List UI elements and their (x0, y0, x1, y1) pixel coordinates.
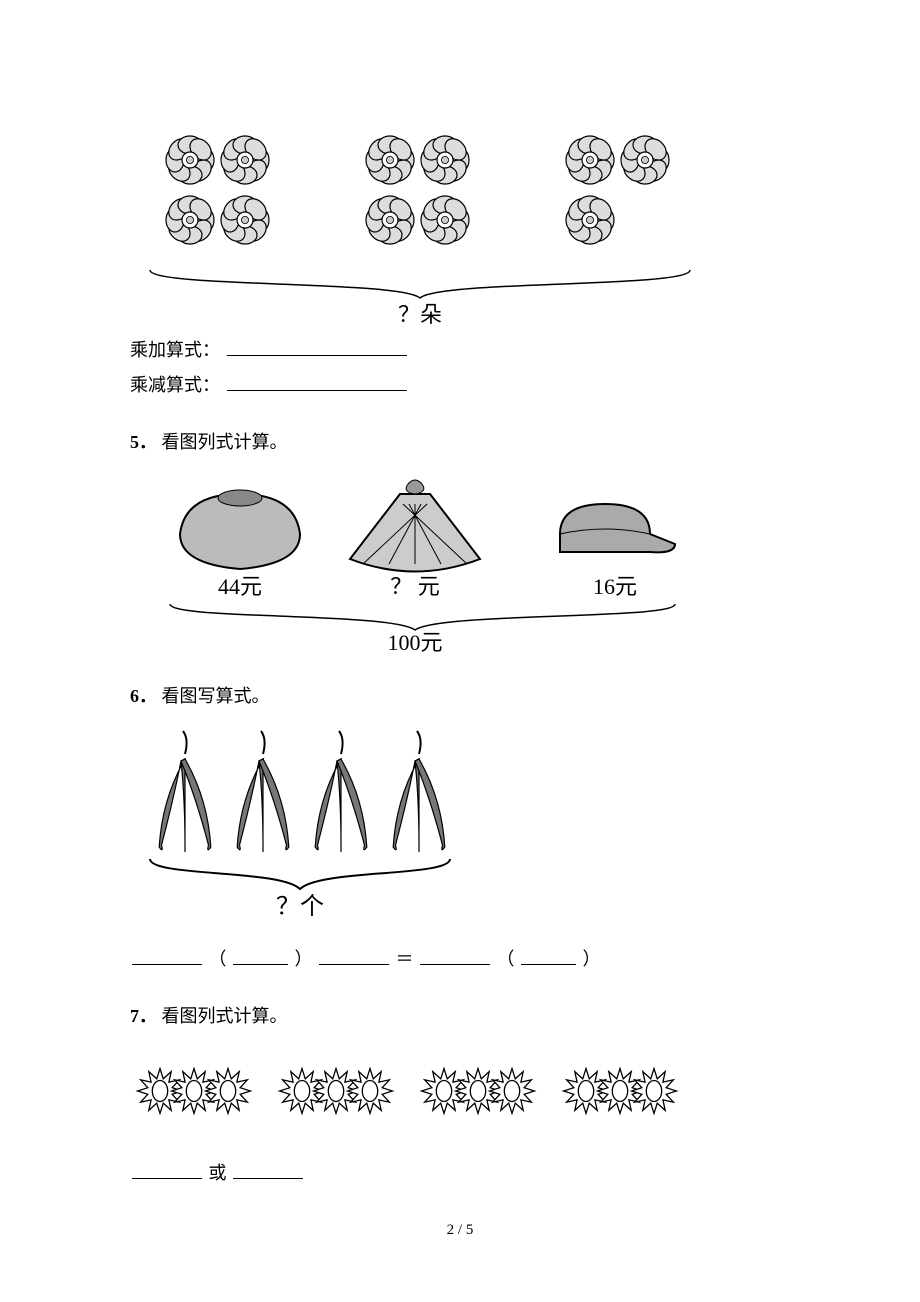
q7-figure (130, 1051, 790, 1131)
q6-figure: ？个 (130, 719, 790, 939)
q6: 6． 看图写算式。 ？个 （ ） ＝ （ ） (130, 682, 790, 974)
q6-paren-r2: ） (583, 949, 601, 969)
q6-blank-2[interactable] (233, 947, 288, 965)
svg-text:？个: ？个 (276, 893, 324, 920)
svg-text:44元: 44元 (218, 574, 262, 599)
q7: 7． 看图列式计算。 或 (130, 1002, 790, 1188)
q4-mul-add-line: 乘加算式： (130, 336, 790, 365)
q4-mul-sub-label: 乘减算式： (130, 375, 220, 395)
q6-title: 看图写算式。 (162, 686, 270, 706)
q4-mul-sub-blank[interactable] (227, 373, 407, 391)
q7-blank-1[interactable] (132, 1161, 202, 1179)
q6-eq: ＝ (396, 949, 414, 969)
q4-flowers: ？朵 乘加算式： 乘减算式： (130, 120, 790, 400)
q6-paren-l1: （ (209, 949, 227, 969)
q7-answer-line: 或 (130, 1159, 790, 1188)
q6-equation: （ ） ＝ （ ） (130, 945, 790, 974)
q4-mul-add-label: 乘加算式： (130, 340, 220, 360)
q6-blank-4[interactable] (420, 947, 490, 965)
q4-mul-sub-line: 乘减算式： (130, 371, 790, 400)
q7-or-label: 或 (209, 1163, 227, 1183)
q7-prompt: 7． 看图列式计算。 (130, 1002, 790, 1031)
q5-num: 5． (130, 432, 157, 452)
svg-text:？ 元: ？ 元 (390, 574, 440, 599)
q6-paren-l2: （ (497, 949, 515, 969)
q4-figure: ？朵 (130, 120, 790, 330)
q6-blank-3[interactable] (319, 947, 389, 965)
page-number: 2 / 5 (130, 1218, 790, 1242)
q4-mul-add-blank[interactable] (227, 338, 407, 356)
q7-title: 看图列式计算。 (162, 1006, 288, 1026)
q6-paren-r1: ） (295, 949, 313, 969)
q7-blank-2[interactable] (233, 1161, 303, 1179)
svg-text:100元: 100元 (387, 630, 442, 654)
svg-text:16元: 16元 (593, 574, 637, 599)
q6-num: 6． (130, 686, 157, 706)
q7-num: 7． (130, 1006, 157, 1026)
q5-prompt: 5． 看图列式计算。 (130, 428, 790, 457)
q5-figure: 44元 ？ 元 16元 100元 (130, 464, 790, 654)
svg-text:？朵: ？朵 (398, 302, 442, 327)
q5-title: 看图列式计算。 (162, 432, 288, 452)
q6-blank-1[interactable] (132, 947, 202, 965)
q5: 5． 看图列式计算。 44元 ？ 元 16元 100元 (130, 428, 790, 655)
q6-prompt: 6． 看图写算式。 (130, 682, 790, 711)
q6-blank-5[interactable] (521, 947, 576, 965)
